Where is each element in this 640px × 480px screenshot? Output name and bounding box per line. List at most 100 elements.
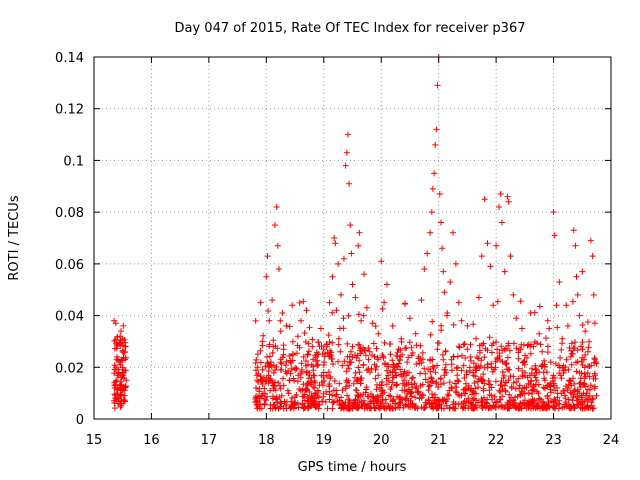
data-point xyxy=(253,385,259,391)
data-point xyxy=(450,399,457,405)
data-point xyxy=(497,357,503,364)
data-point xyxy=(115,369,122,376)
data-point xyxy=(554,394,561,401)
data-point xyxy=(573,397,580,404)
data-point xyxy=(355,341,362,348)
data-point xyxy=(384,281,390,288)
data-point xyxy=(564,322,571,329)
data-point xyxy=(425,396,432,403)
data-point xyxy=(369,320,376,327)
data-point xyxy=(568,350,575,357)
y-axis-label: ROTI / TECUs xyxy=(7,195,22,280)
data-point xyxy=(270,382,277,389)
data-point xyxy=(450,229,456,236)
data-point xyxy=(336,380,343,387)
data-point xyxy=(430,365,437,372)
data-point xyxy=(452,260,459,267)
data-point xyxy=(517,391,524,398)
data-point xyxy=(590,291,597,298)
data-point xyxy=(433,404,439,411)
data-point xyxy=(257,299,264,306)
data-point xyxy=(266,376,273,383)
y-tick-label: 0.14 xyxy=(55,51,84,66)
data-point xyxy=(111,345,118,352)
data-point xyxy=(556,364,563,371)
data-point xyxy=(121,392,128,399)
data-point xyxy=(441,396,448,403)
data-point xyxy=(266,361,273,368)
data-point xyxy=(448,384,455,391)
data-point xyxy=(330,387,337,394)
data-point xyxy=(286,377,293,384)
data-point xyxy=(481,196,488,203)
data-point xyxy=(111,370,118,377)
data-point xyxy=(283,322,290,329)
data-point xyxy=(591,355,598,362)
data-point xyxy=(538,398,544,405)
data-point xyxy=(500,375,507,381)
data-point xyxy=(583,390,590,397)
data-point xyxy=(393,381,400,388)
data-point xyxy=(370,340,377,347)
data-point xyxy=(443,369,450,376)
data-point xyxy=(388,384,395,390)
data-point xyxy=(481,354,488,361)
data-point xyxy=(456,343,462,350)
data-point xyxy=(585,348,591,355)
data-point xyxy=(326,388,333,395)
data-point xyxy=(414,388,421,395)
data-point xyxy=(279,310,286,316)
data-point xyxy=(589,253,596,260)
data-point xyxy=(425,366,432,373)
data-point xyxy=(590,405,597,412)
data-point xyxy=(349,281,356,288)
data-point xyxy=(111,338,118,344)
data-point xyxy=(253,397,260,404)
data-point xyxy=(412,330,419,337)
data-point xyxy=(528,398,535,405)
data-point xyxy=(540,369,547,376)
data-point xyxy=(474,404,480,411)
data-point xyxy=(472,366,479,372)
data-point xyxy=(383,367,390,374)
data-point xyxy=(440,356,447,363)
data-point xyxy=(369,352,375,359)
data-point xyxy=(357,394,363,400)
data-point xyxy=(505,377,512,384)
data-point xyxy=(301,330,308,336)
data-point xyxy=(525,390,532,396)
data-point xyxy=(338,394,345,401)
data-point xyxy=(418,359,425,366)
data-point xyxy=(515,404,522,410)
data-point xyxy=(297,387,304,394)
data-point xyxy=(424,250,431,257)
data-point xyxy=(554,400,561,407)
x-tick-label: 20 xyxy=(373,433,390,448)
data-point xyxy=(329,392,336,399)
data-point xyxy=(406,315,413,322)
data-point xyxy=(455,378,462,385)
data-point xyxy=(277,328,284,335)
data-point xyxy=(318,379,325,386)
data-point xyxy=(513,379,520,385)
data-point xyxy=(299,400,306,407)
data-point xyxy=(377,384,383,391)
data-point xyxy=(519,385,526,392)
data-point xyxy=(361,347,368,353)
data-point xyxy=(300,405,307,412)
data-point xyxy=(253,356,260,363)
data-point xyxy=(374,393,381,400)
data-point xyxy=(573,273,580,280)
data-point xyxy=(117,391,124,398)
y-tick-label: 0.02 xyxy=(55,361,84,376)
data-point xyxy=(315,339,322,346)
data-point xyxy=(289,302,296,309)
data-point xyxy=(479,378,486,385)
data-point xyxy=(372,375,379,382)
data-point xyxy=(331,377,338,384)
data-point xyxy=(417,342,424,349)
data-point xyxy=(290,352,296,358)
data-point xyxy=(542,404,549,411)
data-point xyxy=(550,209,557,216)
data-point xyxy=(429,185,436,192)
